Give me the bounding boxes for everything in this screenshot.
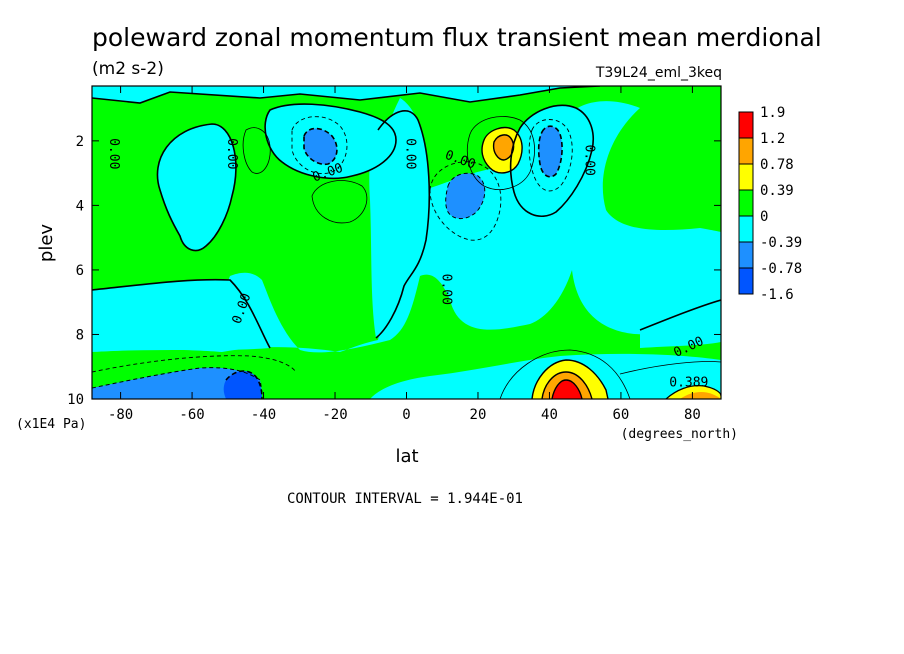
pos-contour-nh-upper-3 [492,134,515,161]
y-tick-label: 8 [76,327,84,343]
colorbar-label: -0.39 [760,235,802,251]
y-tick-label: 10 [67,392,84,408]
y-tick-label: 6 [76,263,84,279]
colorbar-swatch [738,137,754,165]
neg-contour-nh-upper-outer [528,119,573,192]
x-tick-label: 40 [541,407,558,423]
zero-contour-nh-midlat [509,104,594,217]
zero-contour-sfc-nh [639,299,721,331]
pos-contour-sfc-3 [541,371,593,399]
neg-contour-nh-upper-inner [537,125,563,178]
zero-contour-top [92,86,601,104]
fill-region-blue-sfc-sh [92,367,262,399]
pos-contour-sfc-nh-2 [665,385,721,399]
pos-contour-nh-upper-2 [481,126,523,174]
contour-label: 0.00 [581,145,596,176]
x-tick-label: 0 [402,407,410,423]
x-tick-label: -60 [179,407,204,423]
fill-region-blue-sh-upper [304,128,337,165]
y-units: (x1E4 Pa) [16,417,86,432]
x-axis-label: lat [395,446,418,467]
run-name: T39L24_eml_3keq [595,65,722,81]
contour-label: 0.00 [224,138,239,169]
pos-contour-mid-1 [311,180,368,224]
contour-fill-field [92,86,721,399]
y-tick-label: 2 [76,134,84,150]
pos-contour-sh-1 [242,127,271,174]
zero-contour-sh-blob [156,123,237,252]
colorbar-label: 1.9 [760,105,785,121]
colorbar-label: 0.39 [760,183,794,199]
fill-region-cyan-sfc-nh [640,300,721,348]
x-tick-label: -20 [322,407,347,423]
neg-contour-nh-sub-inner [445,172,486,219]
contour-label: 0.00 [106,138,121,169]
neg-contour-sfc-sh-1 [92,355,297,373]
fill-region-darkblue-sfc [223,371,262,399]
pos-contour-sfc-4 [551,379,583,399]
colorbar-label: 1.2 [760,131,785,147]
pos-contour-sfc-nh-1 [619,361,721,375]
x-axis: -80 -60 -40 -20 0 20 40 60 80 [108,86,701,423]
contour-label: 0.00 [403,138,418,169]
zero-contour-upper-mid [264,103,397,180]
x-tick-label: 60 [613,407,630,423]
contour-label: 0.00 [438,274,453,305]
colorbar-swatch [738,163,754,191]
neg-contour-sfc-sh-3 [225,370,263,399]
colorbar-swatch [738,189,754,217]
x-tick-label: 80 [684,407,701,423]
colorbar-label: -0.78 [760,261,802,277]
chart-units: (m2 s-2) [92,59,164,79]
contour-label: 0.389 [669,375,708,390]
pos-contour-sfc-1 [499,349,631,399]
x-tick-label: -80 [108,407,133,423]
y-tick-label: 4 [76,198,84,214]
pos-contour-sfc-2 [531,359,609,399]
zero-contour-equator [375,110,431,339]
fill-region-blue-nh-sub [445,173,485,219]
colorbar-swatch [738,215,754,243]
fill-region-orange-nh-upper [493,134,514,160]
fill-region-cyan-sfc-sh [92,279,270,352]
colorbar-label: 0 [760,209,768,225]
colorbar-label: 0.78 [760,157,794,173]
x-tick-label: -40 [251,407,276,423]
colorbar-swatch [738,241,754,269]
fill-region-cyan-equator-core [369,110,430,338]
x-tick-label: 20 [470,407,487,423]
fill-region-blue-nh-upper [538,126,563,177]
contour-interval: CONTOUR INTERVAL = 1.944E-01 [287,491,523,507]
y-axis-label: plev [36,224,57,263]
fill-region-cyan-top [92,86,600,103]
colorbar-label: -1.6 [760,287,794,303]
chart-title: poleward zonal momentum flux transient m… [92,23,822,52]
zero-contour-sfc-sh [92,278,271,349]
colorbar-swatch [738,111,754,139]
fill-region-orange-sfc-nh [680,391,721,399]
y-axis: 2 4 6 8 10 [67,134,721,408]
pos-contour-nh-upper-1 [467,116,535,190]
colorbar: 1.9 1.2 0.78 0.39 0 -0.39 -0.78 -1.6 [738,105,802,303]
x-units: (degrees_north) [621,427,738,442]
contour-lines [92,86,721,399]
fill-region-cyan-sh-blob [157,124,236,251]
colorbar-swatch [738,267,754,295]
neg-contour-sh-upper-inner [303,127,338,166]
